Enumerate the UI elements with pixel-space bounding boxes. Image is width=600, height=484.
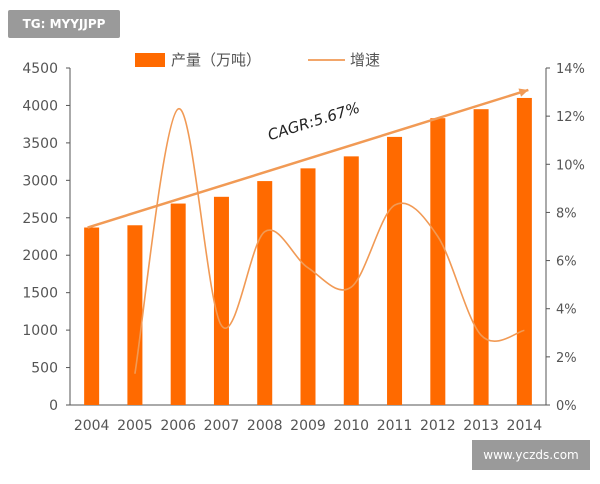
bar-2010 [343, 156, 359, 405]
bar-2004 [84, 227, 100, 405]
x-tick-label: 2014 [507, 418, 543, 434]
x-tick-label: 2006 [160, 418, 196, 434]
x-tick-label: 2008 [247, 418, 283, 434]
x-tick-label: 2013 [463, 418, 499, 434]
x-tick-label: 2007 [204, 418, 240, 434]
x-tick-label: 2010 [333, 418, 369, 434]
left-tick-label: 2000 [22, 248, 58, 264]
bar-2005 [127, 225, 143, 405]
right-tick-label: 8% [556, 206, 577, 221]
left-tick-label: 500 [31, 361, 58, 377]
bar-2011 [387, 136, 403, 406]
right-tick-label: 14% [556, 62, 585, 77]
watermark-bottom-right: www.yczds.com [472, 440, 590, 470]
right-tick-label: 12% [556, 110, 585, 125]
legend-label-line: 增速 [350, 51, 380, 69]
x-tick-label: 2011 [377, 418, 413, 434]
x-tick-label: 2004 [74, 418, 110, 434]
growth-rate-line [134, 108, 525, 374]
x-tick-label: 2005 [117, 418, 153, 434]
left-tick-label: 3000 [22, 173, 58, 189]
bar-2014 [516, 97, 532, 405]
bar-2009 [300, 168, 316, 405]
x-tick-label: 2009 [290, 418, 326, 434]
left-tick-label: 0 [49, 398, 58, 414]
legend-label-bar: 产量（万吨） [171, 51, 261, 69]
legend-swatch-bar [135, 53, 165, 67]
bar-2013 [473, 109, 489, 405]
bar-2012 [430, 118, 446, 406]
right-tick-label: 6% [556, 255, 577, 270]
bar-2006 [170, 203, 186, 405]
left-tick-label: 4500 [22, 61, 58, 77]
left-tick-label: 1500 [22, 286, 58, 302]
bar-2008 [257, 181, 273, 405]
cagr-arrow-head [518, 88, 529, 97]
left-tick-label: 2500 [22, 211, 58, 227]
right-tick-label: 2% [556, 351, 577, 366]
left-tick-label: 3500 [22, 136, 58, 152]
bar-2007 [213, 196, 229, 405]
cagr-label: CAGR:5.67% [266, 99, 363, 145]
cagr-trend-line [87, 88, 529, 229]
left-tick-label: 4000 [22, 98, 58, 114]
x-tick-label: 2012 [420, 418, 456, 434]
right-tick-label: 0% [556, 399, 577, 414]
right-tick-label: 10% [556, 158, 585, 173]
watermark-top-left: TG: MYYJJPP [8, 10, 120, 38]
left-tick-label: 1000 [22, 323, 58, 339]
right-tick-label: 4% [556, 303, 577, 318]
